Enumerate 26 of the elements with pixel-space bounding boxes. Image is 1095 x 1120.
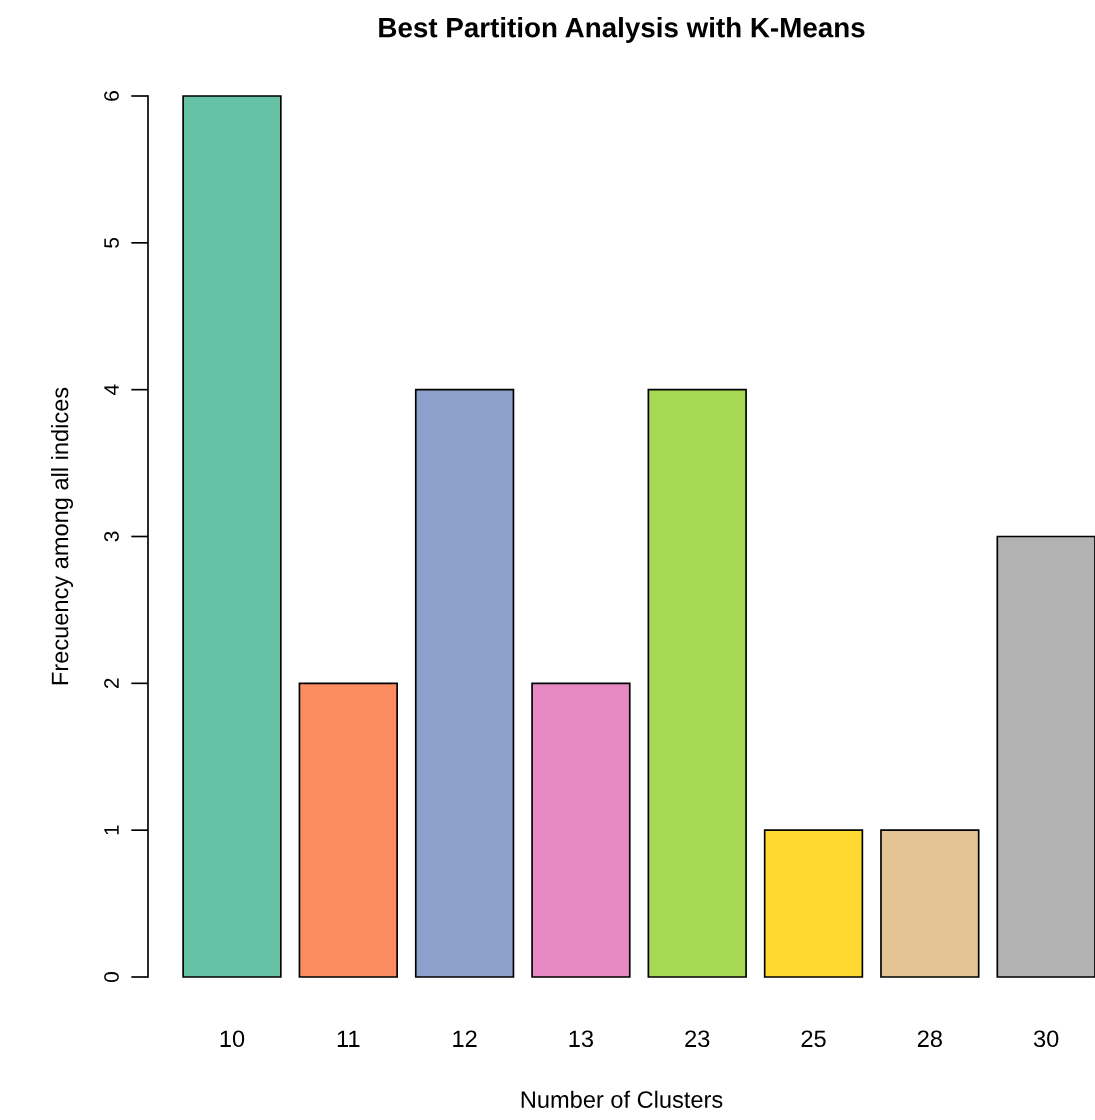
x-tick-label: 10: [220, 1030, 245, 1048]
bar: [414, 388, 515, 978]
bar: [182, 95, 282, 978]
x-axis-title: Number of Clusters: [521, 1090, 723, 1109]
y-tick-label: 1: [104, 825, 119, 835]
y-tick-label: 5: [104, 237, 119, 248]
y-tick-label: 6: [104, 91, 119, 101]
y-tick-label: 4: [104, 384, 119, 395]
x-tick-label: 30: [1033, 1030, 1059, 1048]
chart-title: Best Partition Analysis with K-Means: [379, 17, 865, 43]
y-axis-title: Frecuency among all indices: [51, 387, 74, 685]
bar: [298, 682, 398, 978]
bar: [880, 829, 980, 978]
bar: [531, 682, 631, 978]
bar: [996, 535, 1095, 978]
x-tick-label: 25: [801, 1030, 826, 1048]
bar: [647, 388, 747, 978]
x-tick-label: 28: [917, 1030, 942, 1048]
bar: [763, 829, 864, 978]
y-tick-label: 0: [104, 972, 119, 982]
x-tick-label: 23: [685, 1030, 710, 1048]
y-tick-label: 2: [104, 678, 119, 689]
x-tick-label: 11: [337, 1030, 360, 1047]
y-tick-label: 3: [104, 531, 119, 542]
x-tick-label: 12: [453, 1030, 477, 1047]
x-tick-label: 13: [569, 1030, 593, 1048]
